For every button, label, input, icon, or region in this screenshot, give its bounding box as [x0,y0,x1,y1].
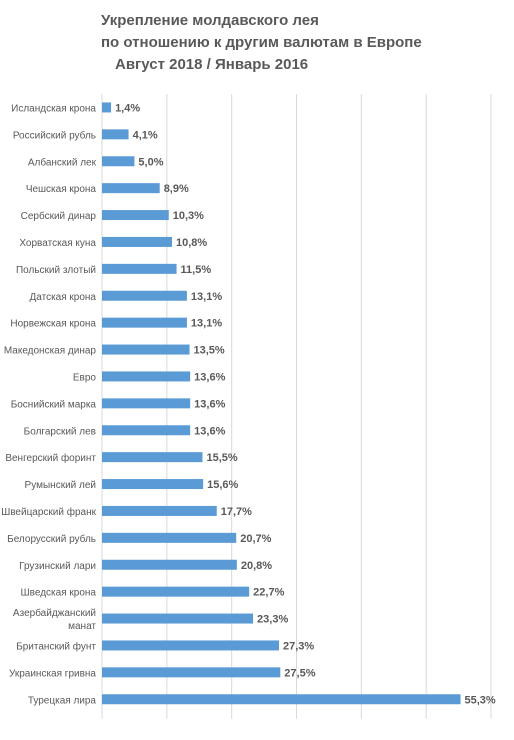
category-label: Турецкая лира [28,695,97,706]
value-label: 17,7% [221,506,252,518]
bar [102,129,129,140]
bar [102,210,169,221]
category-label: Российский рубль [13,129,96,141]
value-label: 15,5% [206,452,237,464]
category-label: Британский фунт [16,640,96,652]
value-label: 55,3% [465,694,496,706]
category-label: Шведская крона [21,588,97,599]
category-label: Белорусский рубль [7,533,96,545]
x-tick-label: 60,0% [475,739,506,740]
bar [102,452,203,463]
chart-subtitle: Август 2018 / Январь 2016 [115,56,309,73]
bar [102,398,191,409]
value-label: 13,1% [191,318,222,330]
value-label: 15,6% [207,479,238,491]
x-tick-label: 0,0% [89,739,114,740]
category-label: Азербайджанский [13,607,96,619]
value-label: 13,1% [191,291,222,303]
bar [102,559,237,570]
value-label: 20,7% [240,533,271,545]
category-label: Болгарский лев [24,426,96,437]
category-label: Венгерский форинт [5,452,96,464]
bar [102,156,135,167]
bar [102,505,217,516]
value-label: 5,0% [138,156,163,168]
x-tick-label: 30,0% [281,739,312,740]
category-label: Евро [73,372,97,383]
category-label: манат [68,621,96,632]
category-label: Польский злотый [16,265,96,276]
category-label: Сербский динар [21,210,97,222]
category-label: Албанский лек [28,156,97,168]
chart-title-line-2: по отношению к другим валютам в Европе [101,34,422,51]
bar [102,640,279,651]
category-label: Исландская крона [11,103,96,114]
value-label: 8,9% [164,183,189,195]
value-label: 13,6% [194,425,225,437]
category-label: Норвежская крона [10,319,96,330]
bar [102,425,191,436]
bar [102,183,160,194]
value-label: 11,5% [181,264,212,276]
bar [102,371,191,382]
x-tick-label: 50,0% [411,739,442,740]
x-tick-label: 40,0% [346,739,377,740]
bar [102,479,204,490]
bar [102,667,281,678]
bar [102,613,254,624]
chart-title-line-1: Укрепление молдавского лея [101,12,319,29]
x-tick-label: 10,0% [151,739,182,740]
bar [102,263,177,274]
category-label: Хорватская куна [19,238,96,249]
category-label: Датская крона [29,292,96,303]
value-label: 23,3% [257,614,288,626]
category-label: Боснийский марка [11,399,97,410]
value-label: 13,6% [194,398,225,410]
value-label: 1,4% [115,102,140,114]
value-label: 4,1% [133,129,158,141]
value-label: 10,8% [176,237,207,249]
value-label: 27,5% [284,667,315,679]
value-label: 20,8% [241,560,272,572]
bar [102,694,461,705]
bar [102,317,187,328]
value-label: 13,5% [194,345,225,357]
value-label: 10,3% [173,210,204,222]
bar [102,532,237,543]
value-label: 22,7% [253,587,284,599]
value-label: 27,3% [283,640,314,652]
bar [102,236,173,247]
value-label: 13,6% [194,371,225,383]
bar [102,102,112,113]
category-label: Румынский лей [25,480,96,491]
category-label: Швейцарский франк [1,506,97,518]
x-tick-label: 20,0% [216,739,247,740]
category-label: Грузинский лари [19,561,96,572]
category-label: Македонская динар [4,346,97,357]
bar [102,290,187,301]
category-label: Чешская крона [26,184,97,195]
category-label: Украинская гривна [9,668,96,679]
bar [102,344,190,355]
bar [102,586,250,597]
